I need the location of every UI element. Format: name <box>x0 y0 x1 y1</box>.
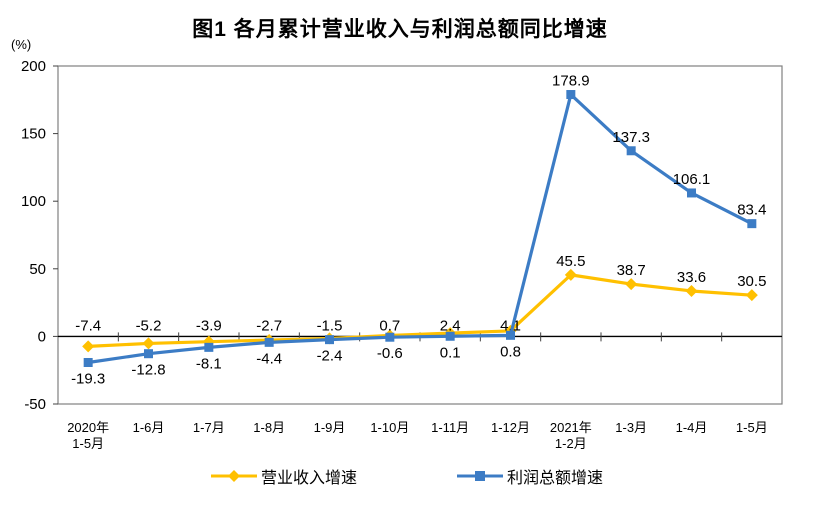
y-tick-label: 0 <box>38 328 46 345</box>
revenue-point-marker <box>625 278 638 291</box>
y-axis-unit-label: (%) <box>11 37 32 52</box>
data-label: 4.1 <box>500 317 521 334</box>
profit-point-marker <box>385 332 395 342</box>
x-tick-label: 2020年 <box>67 420 109 435</box>
revenue-point-marker <box>685 284 698 297</box>
data-label: -2.4 <box>317 348 343 365</box>
data-label: -2.7 <box>256 317 282 334</box>
x-tick-label: 1-5月 <box>72 436 104 451</box>
y-tick-label: 200 <box>21 58 46 75</box>
legend-item-revenue: 营业收入增速 <box>210 464 357 488</box>
profit-point-marker <box>506 330 515 340</box>
x-tick-label: 1-7月 <box>193 420 225 435</box>
chart-title: 图1 各月累计营业收入与利润总额同比增速 <box>192 18 608 41</box>
profit-point-marker <box>83 357 93 367</box>
x-tick-label: 1-9月 <box>314 420 346 435</box>
data-label: 2.4 <box>440 317 461 334</box>
revenue-point-marker <box>564 268 577 281</box>
data-label: 83.4 <box>737 202 766 219</box>
y-tick-label: -50 <box>24 396 46 413</box>
profit-point-marker <box>144 349 153 359</box>
data-label: 0.7 <box>379 317 400 334</box>
revenue-line <box>86 273 754 349</box>
data-label: -7.4 <box>75 317 101 334</box>
y-tick-label: 150 <box>21 126 46 143</box>
y-tick-label: 50 <box>29 261 46 278</box>
profit-point-marker <box>445 331 455 341</box>
x-tick-label: 1-10月 <box>370 420 409 435</box>
revenue-point-marker <box>745 289 758 302</box>
data-label: -3.9 <box>196 317 222 334</box>
x-tick-label: 1-6月 <box>133 420 165 435</box>
x-tick-label: 1-11月 <box>431 420 469 435</box>
plot-border <box>57 65 783 405</box>
data-label: -1.5 <box>317 317 343 334</box>
data-label: 0.8 <box>500 343 521 360</box>
y-tick-label: 100 <box>21 193 46 210</box>
profit-line <box>86 92 754 365</box>
data-label: -19.3 <box>71 370 105 387</box>
data-label: 137.3 <box>612 129 650 146</box>
revenue-point-marker <box>82 340 95 353</box>
data-label: 178.9 <box>552 73 590 90</box>
profit-point-marker <box>204 342 214 352</box>
profit-line-marker-icon <box>457 471 503 481</box>
legend-item-profit: 利润总额增速 <box>457 464 603 488</box>
data-label: 30.5 <box>737 273 766 290</box>
profit-point-marker <box>566 90 576 100</box>
profit-point-marker <box>747 219 757 229</box>
data-label: -0.6 <box>377 345 403 362</box>
data-label: 0.1 <box>440 344 461 361</box>
data-label: 106.1 <box>673 171 711 188</box>
profit-point-marker <box>626 146 636 156</box>
data-label: -4.4 <box>256 350 282 367</box>
x-tick-label: 2021年 <box>550 420 592 435</box>
profit-point-marker <box>325 335 334 345</box>
revenue-line-marker-icon <box>210 470 257 482</box>
revenue-point-marker <box>142 337 155 350</box>
x-tick-label: 1-2月 <box>555 436 587 451</box>
data-label: 33.6 <box>677 269 706 286</box>
x-tick-label: 1-3月 <box>615 420 647 435</box>
legend-label-profit: 利润总额增速 <box>507 470 604 487</box>
x-tick-label: 1-12月 <box>491 420 530 435</box>
chart-legend: 营业收入增速 利润总额增速 <box>0 464 814 488</box>
data-label: 45.5 <box>556 253 585 270</box>
data-label: -8.1 <box>196 355 222 372</box>
profit-point-marker <box>687 188 696 198</box>
x-tick-label: 1-8月 <box>253 420 285 435</box>
profit-point-marker <box>264 337 274 347</box>
legend-label-revenue: 营业收入增速 <box>260 470 357 487</box>
x-tick-label: 1-4月 <box>676 420 708 435</box>
data-label: -5.2 <box>136 317 162 334</box>
x-tick-label: 1-5月 <box>736 420 768 435</box>
data-label: -12.8 <box>131 362 165 379</box>
data-label: 38.7 <box>617 262 646 279</box>
